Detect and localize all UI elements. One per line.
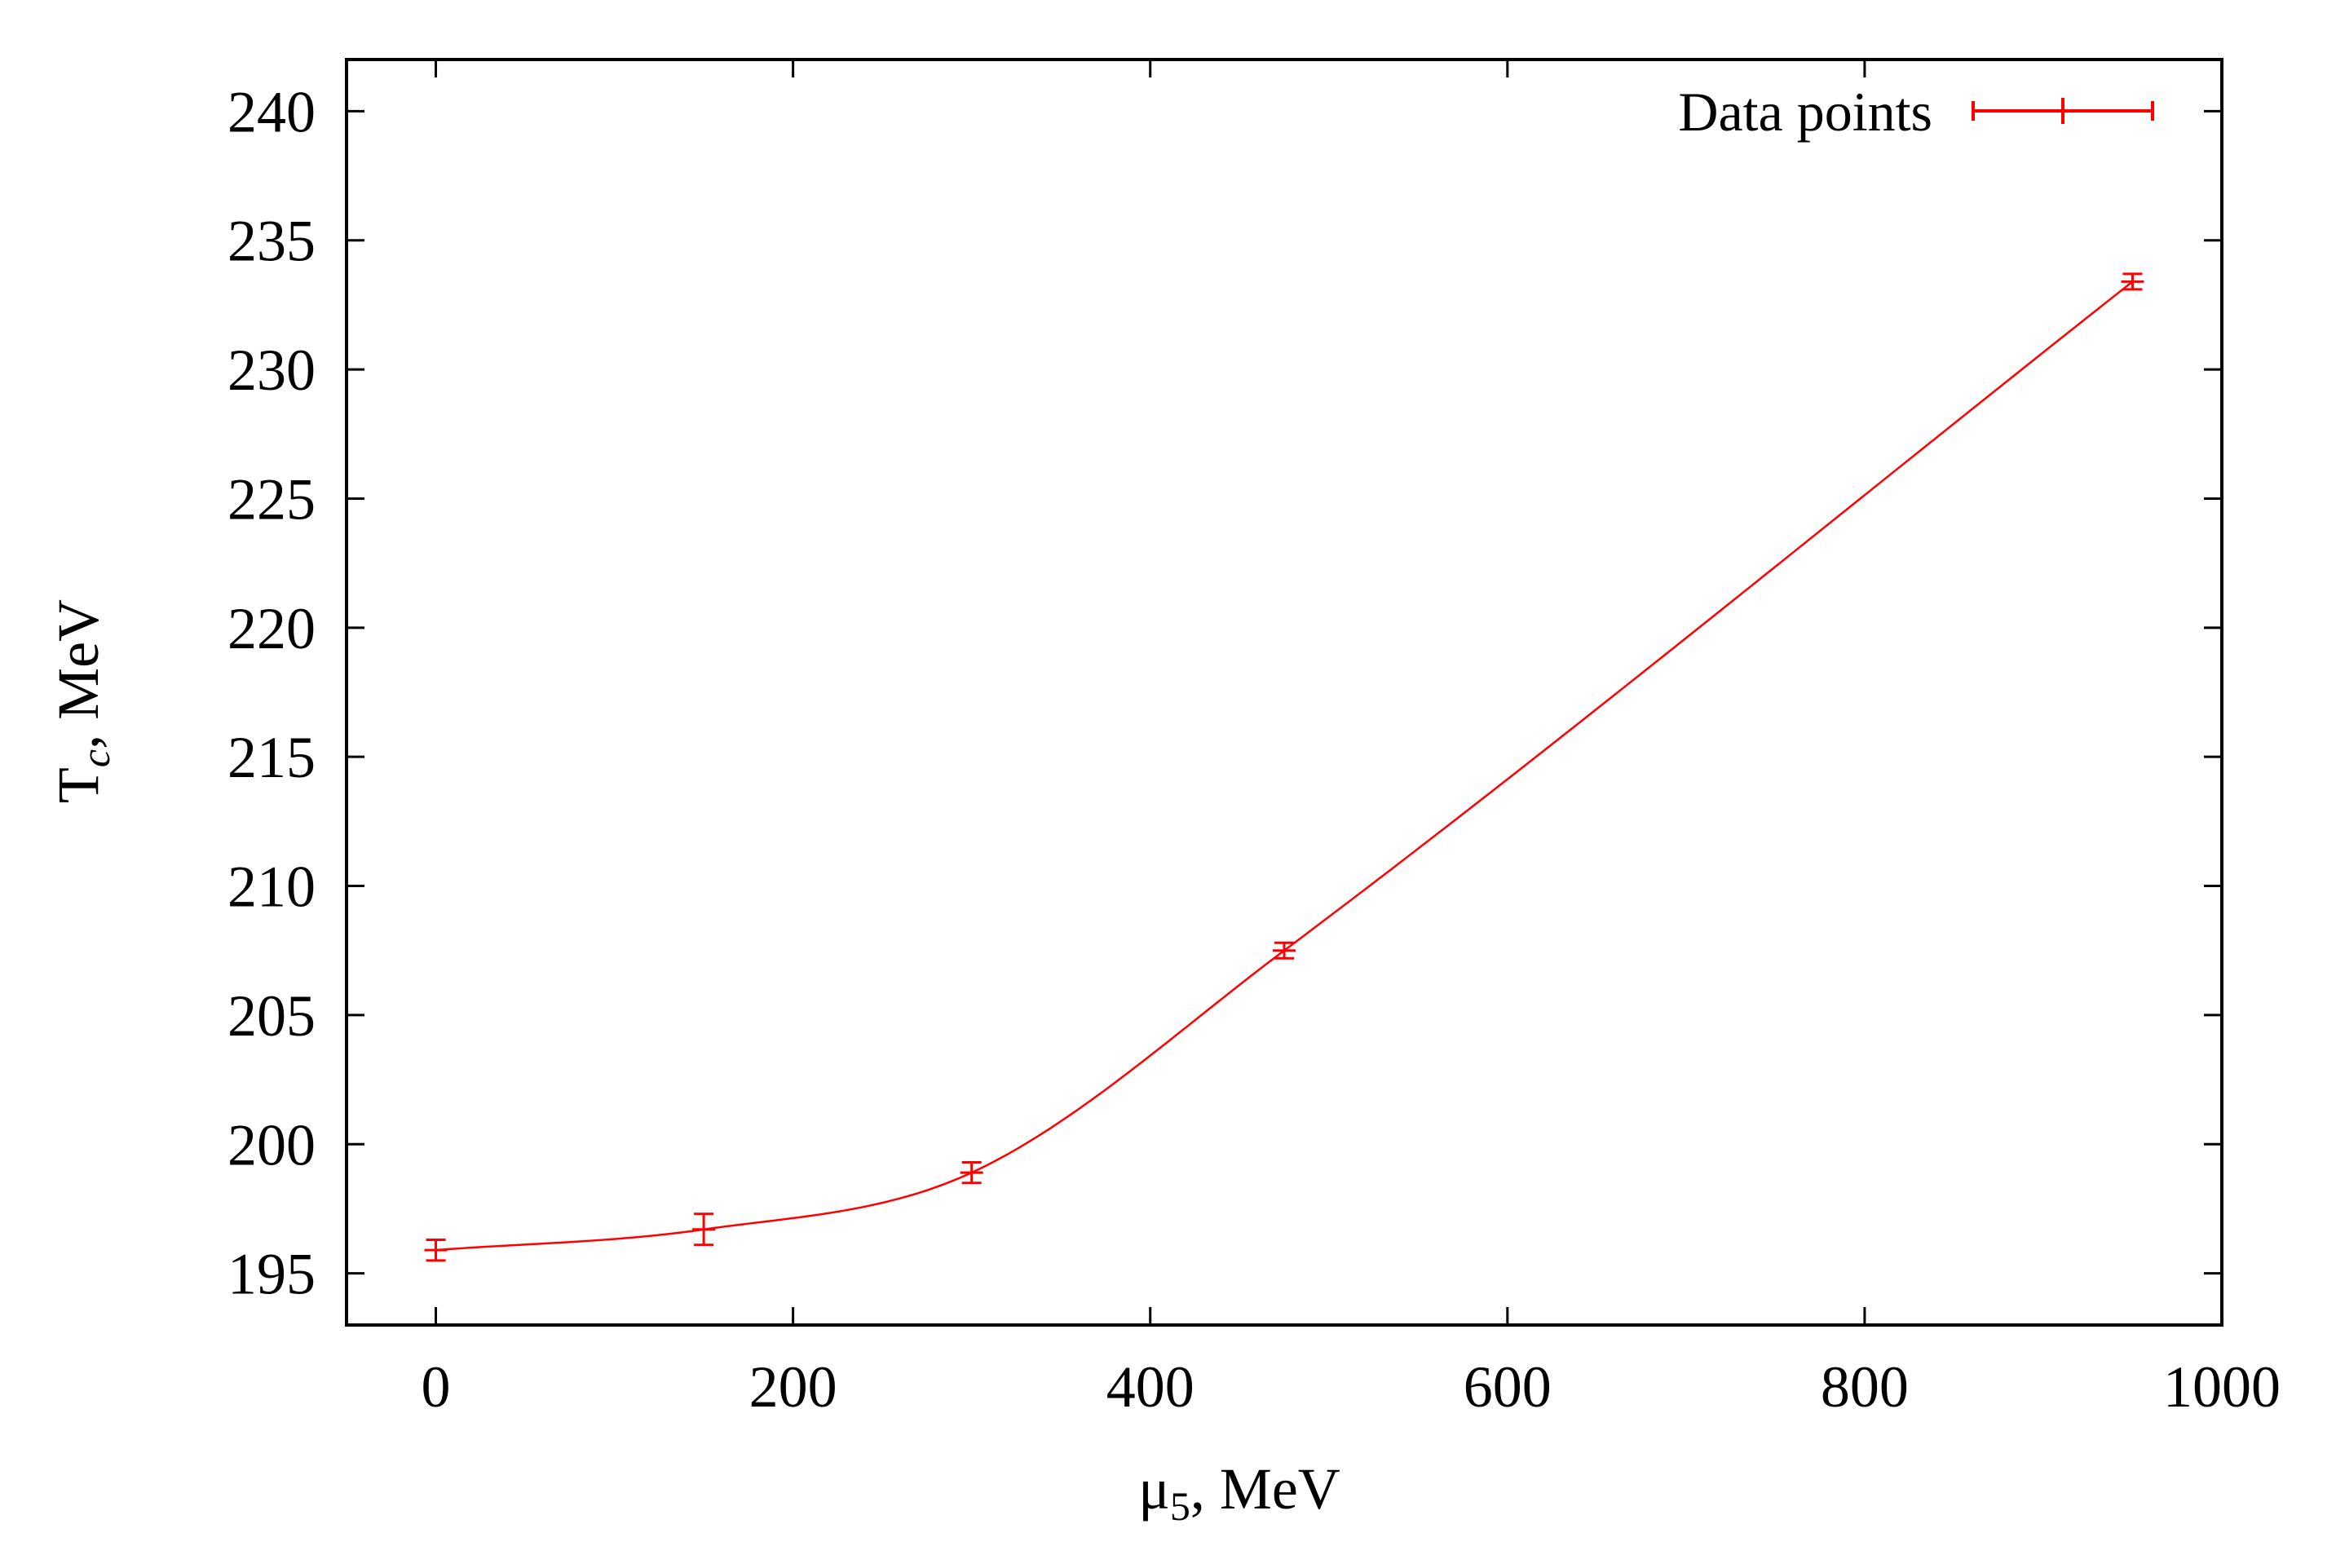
y-tick-label: 210 bbox=[227, 855, 316, 920]
y-tick-label: 230 bbox=[227, 338, 316, 403]
y-tick-label: 195 bbox=[227, 1242, 316, 1307]
data-point bbox=[692, 1212, 716, 1247]
x-axis-label: μ5, MeV bbox=[1138, 1456, 1340, 1529]
fit-curve-layer bbox=[435, 280, 2134, 1252]
x-tick-label: 1000 bbox=[2163, 1354, 2281, 1420]
data-point bbox=[1273, 941, 1296, 960]
legend: Data points bbox=[1678, 81, 2154, 143]
data-point bbox=[424, 1238, 448, 1262]
y-tick-label: 220 bbox=[227, 596, 316, 661]
y-tick-label: 235 bbox=[227, 209, 316, 274]
plot-frame bbox=[345, 58, 2223, 1327]
y-tick-label: 215 bbox=[227, 725, 316, 790]
x-tick-label: 400 bbox=[1106, 1354, 1194, 1420]
data-point bbox=[960, 1160, 983, 1185]
y-tick-label: 240 bbox=[227, 79, 316, 144]
y-tick-label: 200 bbox=[227, 1112, 316, 1177]
x-tick-label: 800 bbox=[1821, 1354, 1909, 1420]
y-tick-label: 205 bbox=[227, 983, 316, 1049]
legend-label: Data points bbox=[1678, 81, 1932, 143]
y-tick-labels: 195 200 205 210 215 220 225 230 235 240 bbox=[227, 79, 316, 1306]
y-tick-label: 225 bbox=[227, 466, 316, 532]
x-tick-label: 0 bbox=[422, 1354, 451, 1420]
x-tick-label: 200 bbox=[749, 1354, 837, 1420]
axes bbox=[345, 58, 2223, 1327]
y-axis-label: Tc, MeV bbox=[46, 599, 118, 803]
x-tick-labels: 0 200 400 600 800 1000 bbox=[422, 1354, 2281, 1420]
x-tick-label: 600 bbox=[1464, 1354, 1552, 1420]
data-point bbox=[2121, 272, 2144, 291]
fit-curve bbox=[435, 280, 2134, 1252]
data-points-layer bbox=[424, 272, 2144, 1262]
